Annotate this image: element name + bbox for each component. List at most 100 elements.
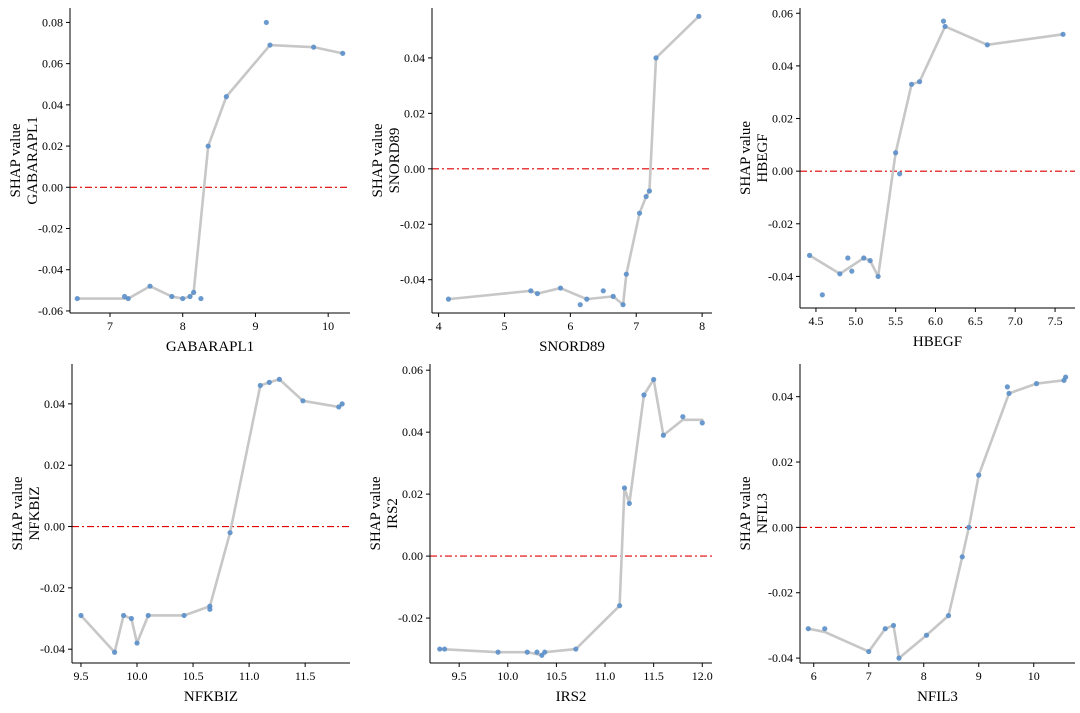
x-tick-label: 8: [921, 669, 927, 683]
data-point: [266, 379, 272, 385]
data-point: [223, 94, 229, 100]
data-point: [1063, 374, 1069, 380]
data-point: [617, 603, 623, 609]
y-tick-label: -0.02: [768, 586, 793, 600]
data-point: [893, 150, 899, 156]
y-axis-label: SHAP valueGABARAPL1: [8, 116, 41, 204]
x-axis-label: SNORD89: [539, 339, 605, 355]
data-point: [1004, 384, 1010, 390]
y-tick-label: 0.00: [402, 549, 423, 563]
data-point: [610, 293, 616, 299]
y-axis-label-line: SHAP value: [8, 123, 24, 197]
x-axis-label: NFIL3: [917, 689, 958, 705]
x-tick-label: 10: [322, 319, 334, 333]
data-point: [837, 271, 843, 277]
y-axis-label-line: GABARAPL1: [25, 116, 41, 204]
data-point: [207, 606, 213, 612]
data-point: [806, 252, 813, 258]
data-point: [696, 13, 702, 19]
shap-panel-gabarapl1: 7 8 9 10 -0.06 -0.04 -0.02 0.00 0.02 0.04 0.06 0.08…: [8, 8, 350, 355]
data-point: [600, 288, 606, 294]
x-tick-label: 5.0: [848, 314, 863, 328]
data-point: [534, 649, 540, 655]
y-tick-label: 0.04: [772, 59, 793, 73]
data-point: [1006, 390, 1012, 397]
data-point: [940, 18, 947, 24]
data-point: [646, 188, 653, 194]
data-point: [805, 626, 811, 632]
data-point: [339, 401, 345, 407]
data-point: [147, 283, 153, 289]
data-point: [74, 295, 80, 302]
data-point: [528, 288, 534, 294]
y-tick-label: -0.02: [768, 217, 793, 231]
x-tick-label: 7.0: [1008, 314, 1023, 328]
y-axis-label-line: SHAP value: [10, 476, 26, 550]
data-point: [577, 302, 583, 308]
data-point: [621, 485, 628, 491]
y-tick-label: 0.04: [404, 51, 425, 65]
x-tick-label: 10: [1028, 669, 1040, 683]
x-tick-label: 4.5: [808, 314, 823, 328]
data-point: [641, 392, 647, 398]
trend-line: [447, 15, 701, 306]
x-tick-label: 7: [633, 319, 639, 333]
y-tick-label: 0.06: [42, 57, 63, 71]
y-tick-label: 0.00: [772, 164, 793, 178]
data-point: [227, 530, 233, 536]
x-tick-label: 11.0: [595, 669, 616, 683]
data-point: [263, 19, 269, 26]
y-tick-label: 0.02: [772, 112, 793, 126]
x-axis-label: NFKBIZ: [184, 689, 238, 705]
data-point: [945, 613, 952, 619]
data-point: [534, 290, 541, 297]
x-tick-label: 10.5: [546, 669, 567, 683]
x-tick-label: 10.0: [497, 669, 518, 683]
y-tick-label: -0.04: [768, 269, 793, 283]
x-tick-label: 6: [567, 319, 573, 333]
data-point: [861, 255, 867, 261]
x-tick-label: 7: [107, 319, 113, 333]
data-point: [867, 258, 873, 264]
data-point: [573, 646, 579, 652]
shap-panel-irs2: 9.5 10.0 10.5 11.0 11.5 12.0 -0.02 0.00 0.02 0.04…: [368, 363, 713, 705]
data-point: [923, 632, 930, 638]
data-point: [198, 295, 204, 302]
data-point: [205, 143, 211, 149]
x-tick-label: 4: [436, 319, 442, 333]
y-tick-label: 0.00: [404, 162, 425, 176]
x-tick-label: 9.5: [73, 669, 88, 683]
y-tick-label: 0.02: [772, 455, 793, 469]
y-axis-label-line: SHAP value: [738, 121, 754, 195]
data-point: [445, 296, 452, 302]
data-point: [524, 649, 530, 655]
x-tick-label: 5: [501, 319, 507, 333]
x-tick-label: 6.0: [928, 314, 943, 328]
x-tick-label: 7.5: [1048, 314, 1063, 328]
x-tick-label: 6.5: [968, 314, 983, 328]
data-point: [897, 171, 903, 177]
data-point: [191, 289, 197, 295]
data-point: [1033, 381, 1040, 387]
x-tick-label: 9: [252, 319, 258, 333]
data-point: [1060, 31, 1066, 37]
data-point: [437, 646, 443, 652]
y-tick-label: 0.02: [42, 139, 63, 153]
y-tick-label: 0.02: [402, 487, 423, 501]
x-tick-label: 11.5: [295, 669, 316, 683]
data-point: [916, 79, 923, 85]
y-tick-label: 0.04: [402, 425, 423, 439]
data-point: [441, 646, 448, 652]
data-point: [620, 302, 626, 308]
y-tick-label: 0.04: [772, 390, 793, 404]
y-axis-label: SHAP valueSNORD89: [370, 123, 403, 197]
data-point: [626, 500, 632, 507]
y-tick-label: -0.04: [768, 651, 793, 665]
y-tick-label: 0.04: [42, 98, 63, 112]
trend-line: [438, 378, 704, 657]
data-point: [984, 42, 990, 48]
y-tick-label: -0.06: [38, 304, 63, 318]
data-point: [959, 554, 965, 560]
data-point: [257, 382, 263, 389]
data-point: [845, 255, 851, 261]
